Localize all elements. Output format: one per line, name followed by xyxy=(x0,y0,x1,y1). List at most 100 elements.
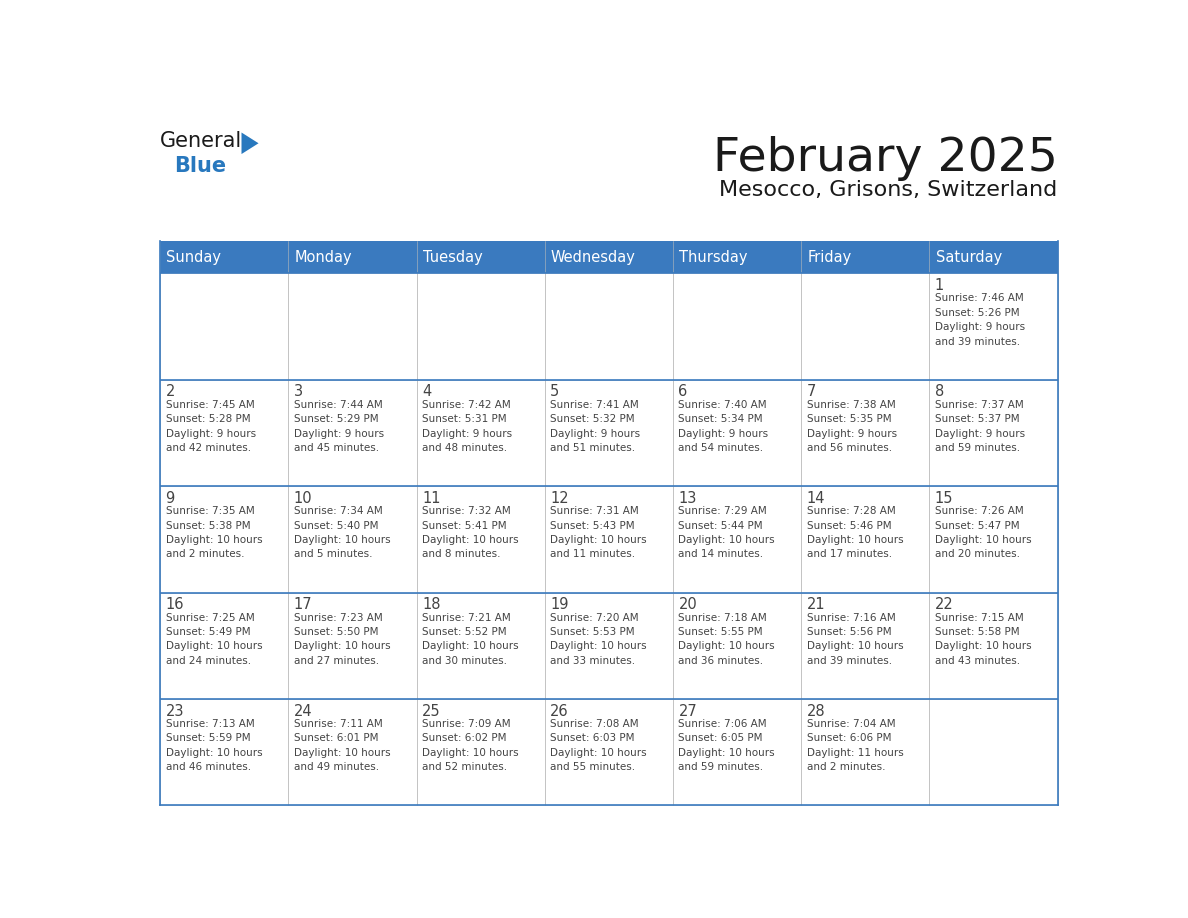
Text: 7: 7 xyxy=(807,385,816,399)
Text: 11: 11 xyxy=(422,491,441,506)
Bar xyxy=(417,593,545,699)
Text: Sunrise: 7:26 AM
Sunset: 5:47 PM
Daylight: 10 hours
and 20 minutes.: Sunrise: 7:26 AM Sunset: 5:47 PM Dayligh… xyxy=(935,506,1031,559)
Text: Sunrise: 7:20 AM
Sunset: 5:53 PM
Daylight: 10 hours
and 33 minutes.: Sunrise: 7:20 AM Sunset: 5:53 PM Dayligh… xyxy=(550,612,646,666)
Bar xyxy=(289,380,417,487)
Bar xyxy=(160,241,289,274)
Text: Sunrise: 7:32 AM
Sunset: 5:41 PM
Daylight: 10 hours
and 8 minutes.: Sunrise: 7:32 AM Sunset: 5:41 PM Dayligh… xyxy=(422,506,519,559)
Bar xyxy=(545,241,672,274)
Bar xyxy=(801,699,929,805)
Bar xyxy=(545,593,672,699)
Text: Sunrise: 7:08 AM
Sunset: 6:03 PM
Daylight: 10 hours
and 55 minutes.: Sunrise: 7:08 AM Sunset: 6:03 PM Dayligh… xyxy=(550,719,646,772)
Text: Sunday: Sunday xyxy=(166,250,221,264)
Bar xyxy=(545,274,672,380)
Bar xyxy=(417,241,545,274)
Bar xyxy=(672,487,801,593)
Text: 9: 9 xyxy=(165,491,175,506)
Bar xyxy=(417,487,545,593)
Text: Thursday: Thursday xyxy=(680,250,747,264)
Text: Friday: Friday xyxy=(808,250,852,264)
Text: 6: 6 xyxy=(678,385,688,399)
Text: February 2025: February 2025 xyxy=(713,136,1057,181)
Text: Sunrise: 7:40 AM
Sunset: 5:34 PM
Daylight: 9 hours
and 54 minutes.: Sunrise: 7:40 AM Sunset: 5:34 PM Dayligh… xyxy=(678,400,769,453)
Text: Sunrise: 7:25 AM
Sunset: 5:49 PM
Daylight: 10 hours
and 24 minutes.: Sunrise: 7:25 AM Sunset: 5:49 PM Dayligh… xyxy=(165,612,263,666)
Text: Sunrise: 7:13 AM
Sunset: 5:59 PM
Daylight: 10 hours
and 46 minutes.: Sunrise: 7:13 AM Sunset: 5:59 PM Dayligh… xyxy=(165,719,263,772)
Text: Wednesday: Wednesday xyxy=(551,250,636,264)
Bar xyxy=(545,699,672,805)
Text: 13: 13 xyxy=(678,491,696,506)
Text: Blue: Blue xyxy=(175,155,226,175)
Text: Sunrise: 7:35 AM
Sunset: 5:38 PM
Daylight: 10 hours
and 2 minutes.: Sunrise: 7:35 AM Sunset: 5:38 PM Dayligh… xyxy=(165,506,263,559)
Bar xyxy=(672,593,801,699)
Bar xyxy=(672,699,801,805)
Text: Sunrise: 7:29 AM
Sunset: 5:44 PM
Daylight: 10 hours
and 14 minutes.: Sunrise: 7:29 AM Sunset: 5:44 PM Dayligh… xyxy=(678,506,775,559)
Text: 14: 14 xyxy=(807,491,826,506)
Text: 28: 28 xyxy=(807,704,826,719)
Bar xyxy=(289,241,417,274)
Text: Sunrise: 7:11 AM
Sunset: 6:01 PM
Daylight: 10 hours
and 49 minutes.: Sunrise: 7:11 AM Sunset: 6:01 PM Dayligh… xyxy=(293,719,391,772)
Text: Sunrise: 7:16 AM
Sunset: 5:56 PM
Daylight: 10 hours
and 39 minutes.: Sunrise: 7:16 AM Sunset: 5:56 PM Dayligh… xyxy=(807,612,903,666)
Text: Sunrise: 7:06 AM
Sunset: 6:05 PM
Daylight: 10 hours
and 59 minutes.: Sunrise: 7:06 AM Sunset: 6:05 PM Dayligh… xyxy=(678,719,775,772)
Text: 15: 15 xyxy=(935,491,953,506)
Text: Sunrise: 7:44 AM
Sunset: 5:29 PM
Daylight: 9 hours
and 45 minutes.: Sunrise: 7:44 AM Sunset: 5:29 PM Dayligh… xyxy=(293,400,384,453)
Text: Saturday: Saturday xyxy=(936,250,1001,264)
Text: 22: 22 xyxy=(935,598,954,612)
Text: 4: 4 xyxy=(422,385,431,399)
Text: Monday: Monday xyxy=(295,250,352,264)
Text: 17: 17 xyxy=(293,598,312,612)
Bar xyxy=(929,699,1057,805)
Bar xyxy=(801,593,929,699)
Text: 5: 5 xyxy=(550,385,560,399)
Text: 23: 23 xyxy=(165,704,184,719)
Text: 27: 27 xyxy=(678,704,697,719)
Text: 25: 25 xyxy=(422,704,441,719)
Bar xyxy=(929,380,1057,487)
Bar xyxy=(801,487,929,593)
Bar xyxy=(417,274,545,380)
Bar xyxy=(672,241,801,274)
Text: Sunrise: 7:37 AM
Sunset: 5:37 PM
Daylight: 9 hours
and 59 minutes.: Sunrise: 7:37 AM Sunset: 5:37 PM Dayligh… xyxy=(935,400,1025,453)
Bar xyxy=(160,380,289,487)
Text: Sunrise: 7:45 AM
Sunset: 5:28 PM
Daylight: 9 hours
and 42 minutes.: Sunrise: 7:45 AM Sunset: 5:28 PM Dayligh… xyxy=(165,400,255,453)
Polygon shape xyxy=(241,132,259,154)
Text: 20: 20 xyxy=(678,598,697,612)
Text: Mesocco, Grisons, Switzerland: Mesocco, Grisons, Switzerland xyxy=(719,180,1057,200)
Text: 18: 18 xyxy=(422,598,441,612)
Text: Sunrise: 7:41 AM
Sunset: 5:32 PM
Daylight: 9 hours
and 51 minutes.: Sunrise: 7:41 AM Sunset: 5:32 PM Dayligh… xyxy=(550,400,640,453)
Text: Sunrise: 7:42 AM
Sunset: 5:31 PM
Daylight: 9 hours
and 48 minutes.: Sunrise: 7:42 AM Sunset: 5:31 PM Dayligh… xyxy=(422,400,512,453)
Text: 16: 16 xyxy=(165,598,184,612)
Text: 3: 3 xyxy=(293,385,303,399)
Text: Tuesday: Tuesday xyxy=(423,250,482,264)
Bar xyxy=(929,274,1057,380)
Text: 8: 8 xyxy=(935,385,944,399)
Text: Sunrise: 7:21 AM
Sunset: 5:52 PM
Daylight: 10 hours
and 30 minutes.: Sunrise: 7:21 AM Sunset: 5:52 PM Dayligh… xyxy=(422,612,519,666)
Text: General: General xyxy=(160,131,242,151)
Bar xyxy=(801,274,929,380)
Bar xyxy=(289,487,417,593)
Bar xyxy=(289,593,417,699)
Bar xyxy=(929,487,1057,593)
Text: Sunrise: 7:18 AM
Sunset: 5:55 PM
Daylight: 10 hours
and 36 minutes.: Sunrise: 7:18 AM Sunset: 5:55 PM Dayligh… xyxy=(678,612,775,666)
Bar xyxy=(801,380,929,487)
Text: Sunrise: 7:23 AM
Sunset: 5:50 PM
Daylight: 10 hours
and 27 minutes.: Sunrise: 7:23 AM Sunset: 5:50 PM Dayligh… xyxy=(293,612,391,666)
Text: 10: 10 xyxy=(293,491,312,506)
Text: 12: 12 xyxy=(550,491,569,506)
Bar xyxy=(417,380,545,487)
Bar xyxy=(160,699,289,805)
Text: 2: 2 xyxy=(165,385,175,399)
Text: Sunrise: 7:46 AM
Sunset: 5:26 PM
Daylight: 9 hours
and 39 minutes.: Sunrise: 7:46 AM Sunset: 5:26 PM Dayligh… xyxy=(935,294,1025,347)
Text: Sunrise: 7:38 AM
Sunset: 5:35 PM
Daylight: 9 hours
and 56 minutes.: Sunrise: 7:38 AM Sunset: 5:35 PM Dayligh… xyxy=(807,400,897,453)
Bar xyxy=(289,274,417,380)
Bar xyxy=(929,241,1057,274)
Text: 21: 21 xyxy=(807,598,826,612)
Text: Sunrise: 7:09 AM
Sunset: 6:02 PM
Daylight: 10 hours
and 52 minutes.: Sunrise: 7:09 AM Sunset: 6:02 PM Dayligh… xyxy=(422,719,519,772)
Text: Sunrise: 7:31 AM
Sunset: 5:43 PM
Daylight: 10 hours
and 11 minutes.: Sunrise: 7:31 AM Sunset: 5:43 PM Dayligh… xyxy=(550,506,646,559)
Text: 1: 1 xyxy=(935,278,944,293)
Bar xyxy=(417,699,545,805)
Bar xyxy=(289,699,417,805)
Text: 26: 26 xyxy=(550,704,569,719)
Bar xyxy=(160,487,289,593)
Bar xyxy=(545,380,672,487)
Text: 19: 19 xyxy=(550,598,569,612)
Bar xyxy=(545,487,672,593)
Text: 24: 24 xyxy=(293,704,312,719)
